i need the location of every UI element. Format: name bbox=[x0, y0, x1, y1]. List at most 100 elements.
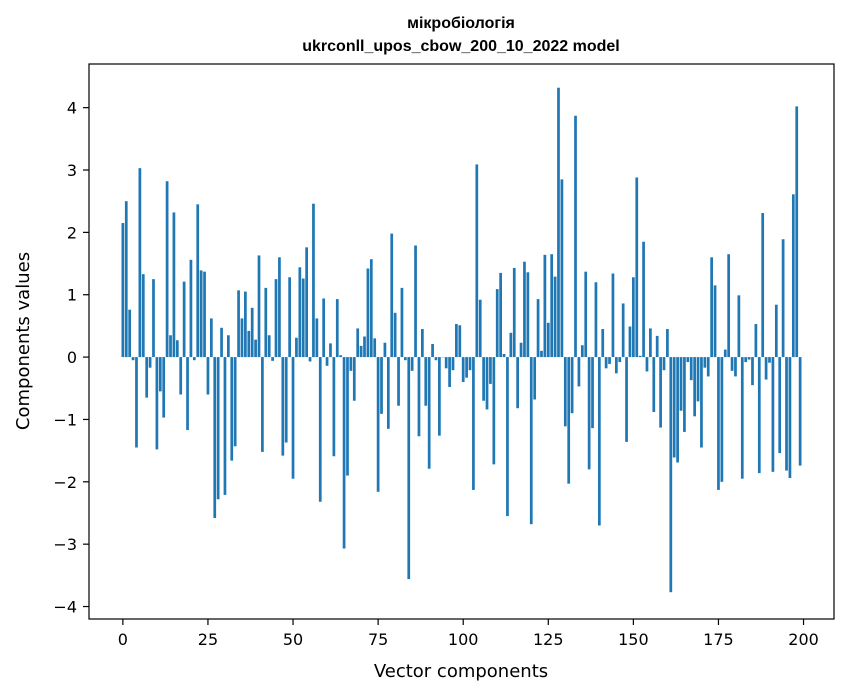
bar bbox=[635, 177, 638, 357]
bar bbox=[721, 357, 724, 482]
bar bbox=[343, 357, 346, 548]
bar bbox=[193, 357, 196, 360]
bar bbox=[513, 268, 516, 357]
bar bbox=[421, 329, 424, 357]
bar bbox=[741, 357, 744, 479]
bar bbox=[595, 282, 598, 357]
bar bbox=[598, 357, 601, 525]
bar bbox=[363, 337, 366, 358]
bar bbox=[571, 357, 574, 413]
bar bbox=[618, 357, 621, 362]
bar bbox=[557, 88, 560, 357]
bar bbox=[516, 357, 519, 408]
bar bbox=[326, 357, 329, 366]
bar bbox=[564, 357, 567, 426]
x-tick-label: 200 bbox=[788, 630, 819, 649]
bar bbox=[387, 357, 390, 429]
bar bbox=[632, 277, 635, 357]
bar bbox=[309, 357, 312, 361]
bar bbox=[697, 357, 700, 401]
bar bbox=[778, 357, 781, 453]
y-tick-label: 3 bbox=[67, 161, 77, 180]
bar bbox=[714, 285, 717, 357]
bar bbox=[458, 325, 461, 357]
bar bbox=[482, 357, 485, 401]
x-tick-label: 50 bbox=[283, 630, 303, 649]
bar bbox=[523, 262, 526, 357]
bar bbox=[125, 201, 128, 357]
bar bbox=[646, 357, 649, 371]
bar bbox=[435, 357, 438, 360]
bar bbox=[799, 357, 802, 466]
x-tick-label: 100 bbox=[448, 630, 479, 649]
x-tick-label: 0 bbox=[118, 630, 128, 649]
bar bbox=[207, 357, 210, 394]
bar bbox=[271, 357, 274, 361]
bar bbox=[703, 357, 706, 368]
bar bbox=[312, 204, 315, 357]
bar bbox=[268, 335, 271, 357]
y-tick-label: 2 bbox=[67, 223, 77, 242]
bar bbox=[588, 357, 591, 469]
bar bbox=[339, 355, 342, 357]
y-tick-label: −4 bbox=[53, 598, 77, 617]
bar bbox=[360, 346, 363, 357]
bar bbox=[149, 357, 152, 368]
bar bbox=[486, 357, 489, 409]
bar bbox=[156, 357, 159, 449]
bar bbox=[680, 357, 683, 411]
bar bbox=[401, 288, 404, 357]
bar bbox=[203, 272, 206, 357]
bar bbox=[230, 357, 233, 461]
bar bbox=[394, 313, 397, 357]
bar bbox=[356, 328, 359, 357]
bar bbox=[792, 194, 795, 357]
x-tick-label: 75 bbox=[368, 630, 388, 649]
bar bbox=[438, 357, 441, 436]
bar bbox=[673, 357, 676, 457]
bar bbox=[452, 357, 455, 370]
bar bbox=[707, 357, 710, 376]
bar bbox=[251, 308, 254, 357]
y-tick-label: −1 bbox=[53, 410, 77, 429]
bar bbox=[428, 357, 431, 469]
bar bbox=[373, 338, 376, 357]
bar bbox=[404, 357, 407, 360]
bar bbox=[418, 357, 421, 436]
bar bbox=[411, 357, 414, 371]
bar bbox=[258, 255, 261, 357]
bar bbox=[533, 357, 536, 399]
bar bbox=[622, 303, 625, 357]
bar bbox=[353, 357, 356, 401]
bar bbox=[285, 357, 288, 442]
bar bbox=[775, 305, 778, 357]
bar bbox=[200, 270, 203, 357]
bar bbox=[448, 357, 451, 387]
bar bbox=[639, 356, 642, 357]
bar bbox=[135, 357, 138, 447]
bar bbox=[431, 344, 434, 357]
bar bbox=[649, 328, 652, 357]
bar bbox=[162, 357, 165, 417]
bar bbox=[281, 357, 284, 456]
bar bbox=[676, 357, 679, 462]
bar bbox=[772, 357, 775, 472]
bar bbox=[315, 318, 318, 357]
bar bbox=[210, 318, 213, 357]
bar bbox=[492, 357, 495, 464]
y-tick-label: 4 bbox=[67, 99, 77, 118]
y-tick-label: −2 bbox=[53, 473, 77, 492]
bar bbox=[738, 295, 741, 357]
bar bbox=[462, 357, 465, 382]
bar bbox=[179, 357, 182, 394]
bar bbox=[608, 357, 611, 364]
bar bbox=[690, 357, 693, 380]
bar bbox=[169, 335, 172, 357]
bar bbox=[601, 329, 604, 357]
bar bbox=[244, 292, 247, 357]
bar bbox=[734, 357, 737, 376]
x-tick-label: 150 bbox=[618, 630, 649, 649]
bar bbox=[298, 267, 301, 357]
bar bbox=[465, 357, 468, 378]
